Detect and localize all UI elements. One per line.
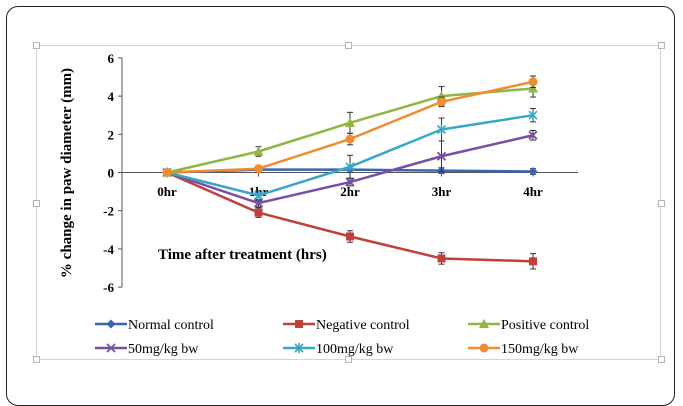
legend-label: Positive control	[501, 318, 589, 333]
legend-label: 50mg/kg bw	[128, 342, 199, 357]
data-point	[254, 164, 263, 174]
y-tick-label: -6	[103, 280, 114, 295]
legend-entry: Normal control	[95, 318, 214, 333]
series-2	[162, 79, 538, 177]
data-point	[254, 208, 263, 217]
legend-entry: Positive control	[468, 318, 589, 333]
series-5	[162, 75, 538, 177]
data-point	[345, 177, 355, 187]
legend-marker	[294, 343, 304, 353]
legend-label: 100mg/kg bw	[316, 342, 394, 357]
legend-entry: Negative control	[283, 318, 410, 333]
resize-handle-top-right[interactable]	[658, 42, 665, 49]
data-point	[528, 167, 538, 177]
legend-entry: 50mg/kg bw	[95, 342, 199, 357]
legend-marker	[295, 320, 303, 328]
chart-frame	[6, 6, 675, 406]
x-tick-label: 2hr	[340, 184, 360, 199]
resize-handle-middle-right[interactable]	[658, 200, 665, 207]
data-point	[528, 130, 538, 140]
resize-handle-top-middle[interactable]	[345, 42, 352, 49]
y-tick-label: 4	[108, 89, 115, 104]
data-point	[253, 146, 264, 156]
y-tick-label: -4	[103, 242, 114, 257]
legend-entry: 150mg/kg bw	[468, 342, 579, 357]
data-point	[529, 257, 537, 266]
x-tick-label: 0hr	[157, 184, 177, 199]
legend-marker	[106, 343, 116, 353]
legend: Normal control Negative control Positive c…	[95, 318, 589, 357]
legend-label: 150mg/kg bw	[501, 342, 579, 357]
resize-handle-bottom-middle[interactable]	[345, 356, 352, 363]
data-point	[162, 168, 172, 177]
data-point	[253, 190, 264, 201]
data-point	[345, 117, 355, 127]
y-tick-label: -2	[103, 204, 114, 219]
y-tick-label: 0	[108, 166, 115, 181]
y-tick-label: 2	[108, 127, 115, 142]
data-point	[528, 77, 538, 87]
data-point	[528, 110, 538, 121]
data-point	[436, 151, 447, 161]
resize-handle-top-left[interactable]	[33, 42, 40, 49]
x-axis-title: Time after treatment (hrs)	[158, 247, 327, 263]
resize-handle-bottom-right[interactable]	[658, 356, 665, 363]
data-point	[437, 97, 446, 107]
legend-marker	[479, 319, 489, 328]
series-layer	[162, 75, 538, 270]
data-point	[437, 254, 446, 263]
legend-label: Negative control	[316, 318, 410, 333]
data-point	[346, 232, 354, 241]
data-point	[436, 124, 447, 135]
x-tick-label: 3hr	[432, 184, 452, 199]
data-point	[345, 134, 355, 144]
resize-handle-bottom-left[interactable]	[33, 356, 40, 363]
x-tick-label: 4hr	[523, 184, 543, 199]
legend-marker	[479, 343, 489, 353]
legend-entry: 100mg/kg bw	[283, 342, 394, 357]
legend-marker	[106, 319, 116, 329]
y-tick-label: 6	[108, 51, 115, 66]
legend-label: Normal control	[128, 318, 214, 333]
resize-handle-middle-left[interactable]	[33, 200, 40, 207]
series-4	[162, 108, 538, 201]
data-point	[436, 91, 447, 101]
y-axis-title: % change in paw diameter (mm)	[59, 68, 75, 278]
data-point	[345, 161, 355, 172]
